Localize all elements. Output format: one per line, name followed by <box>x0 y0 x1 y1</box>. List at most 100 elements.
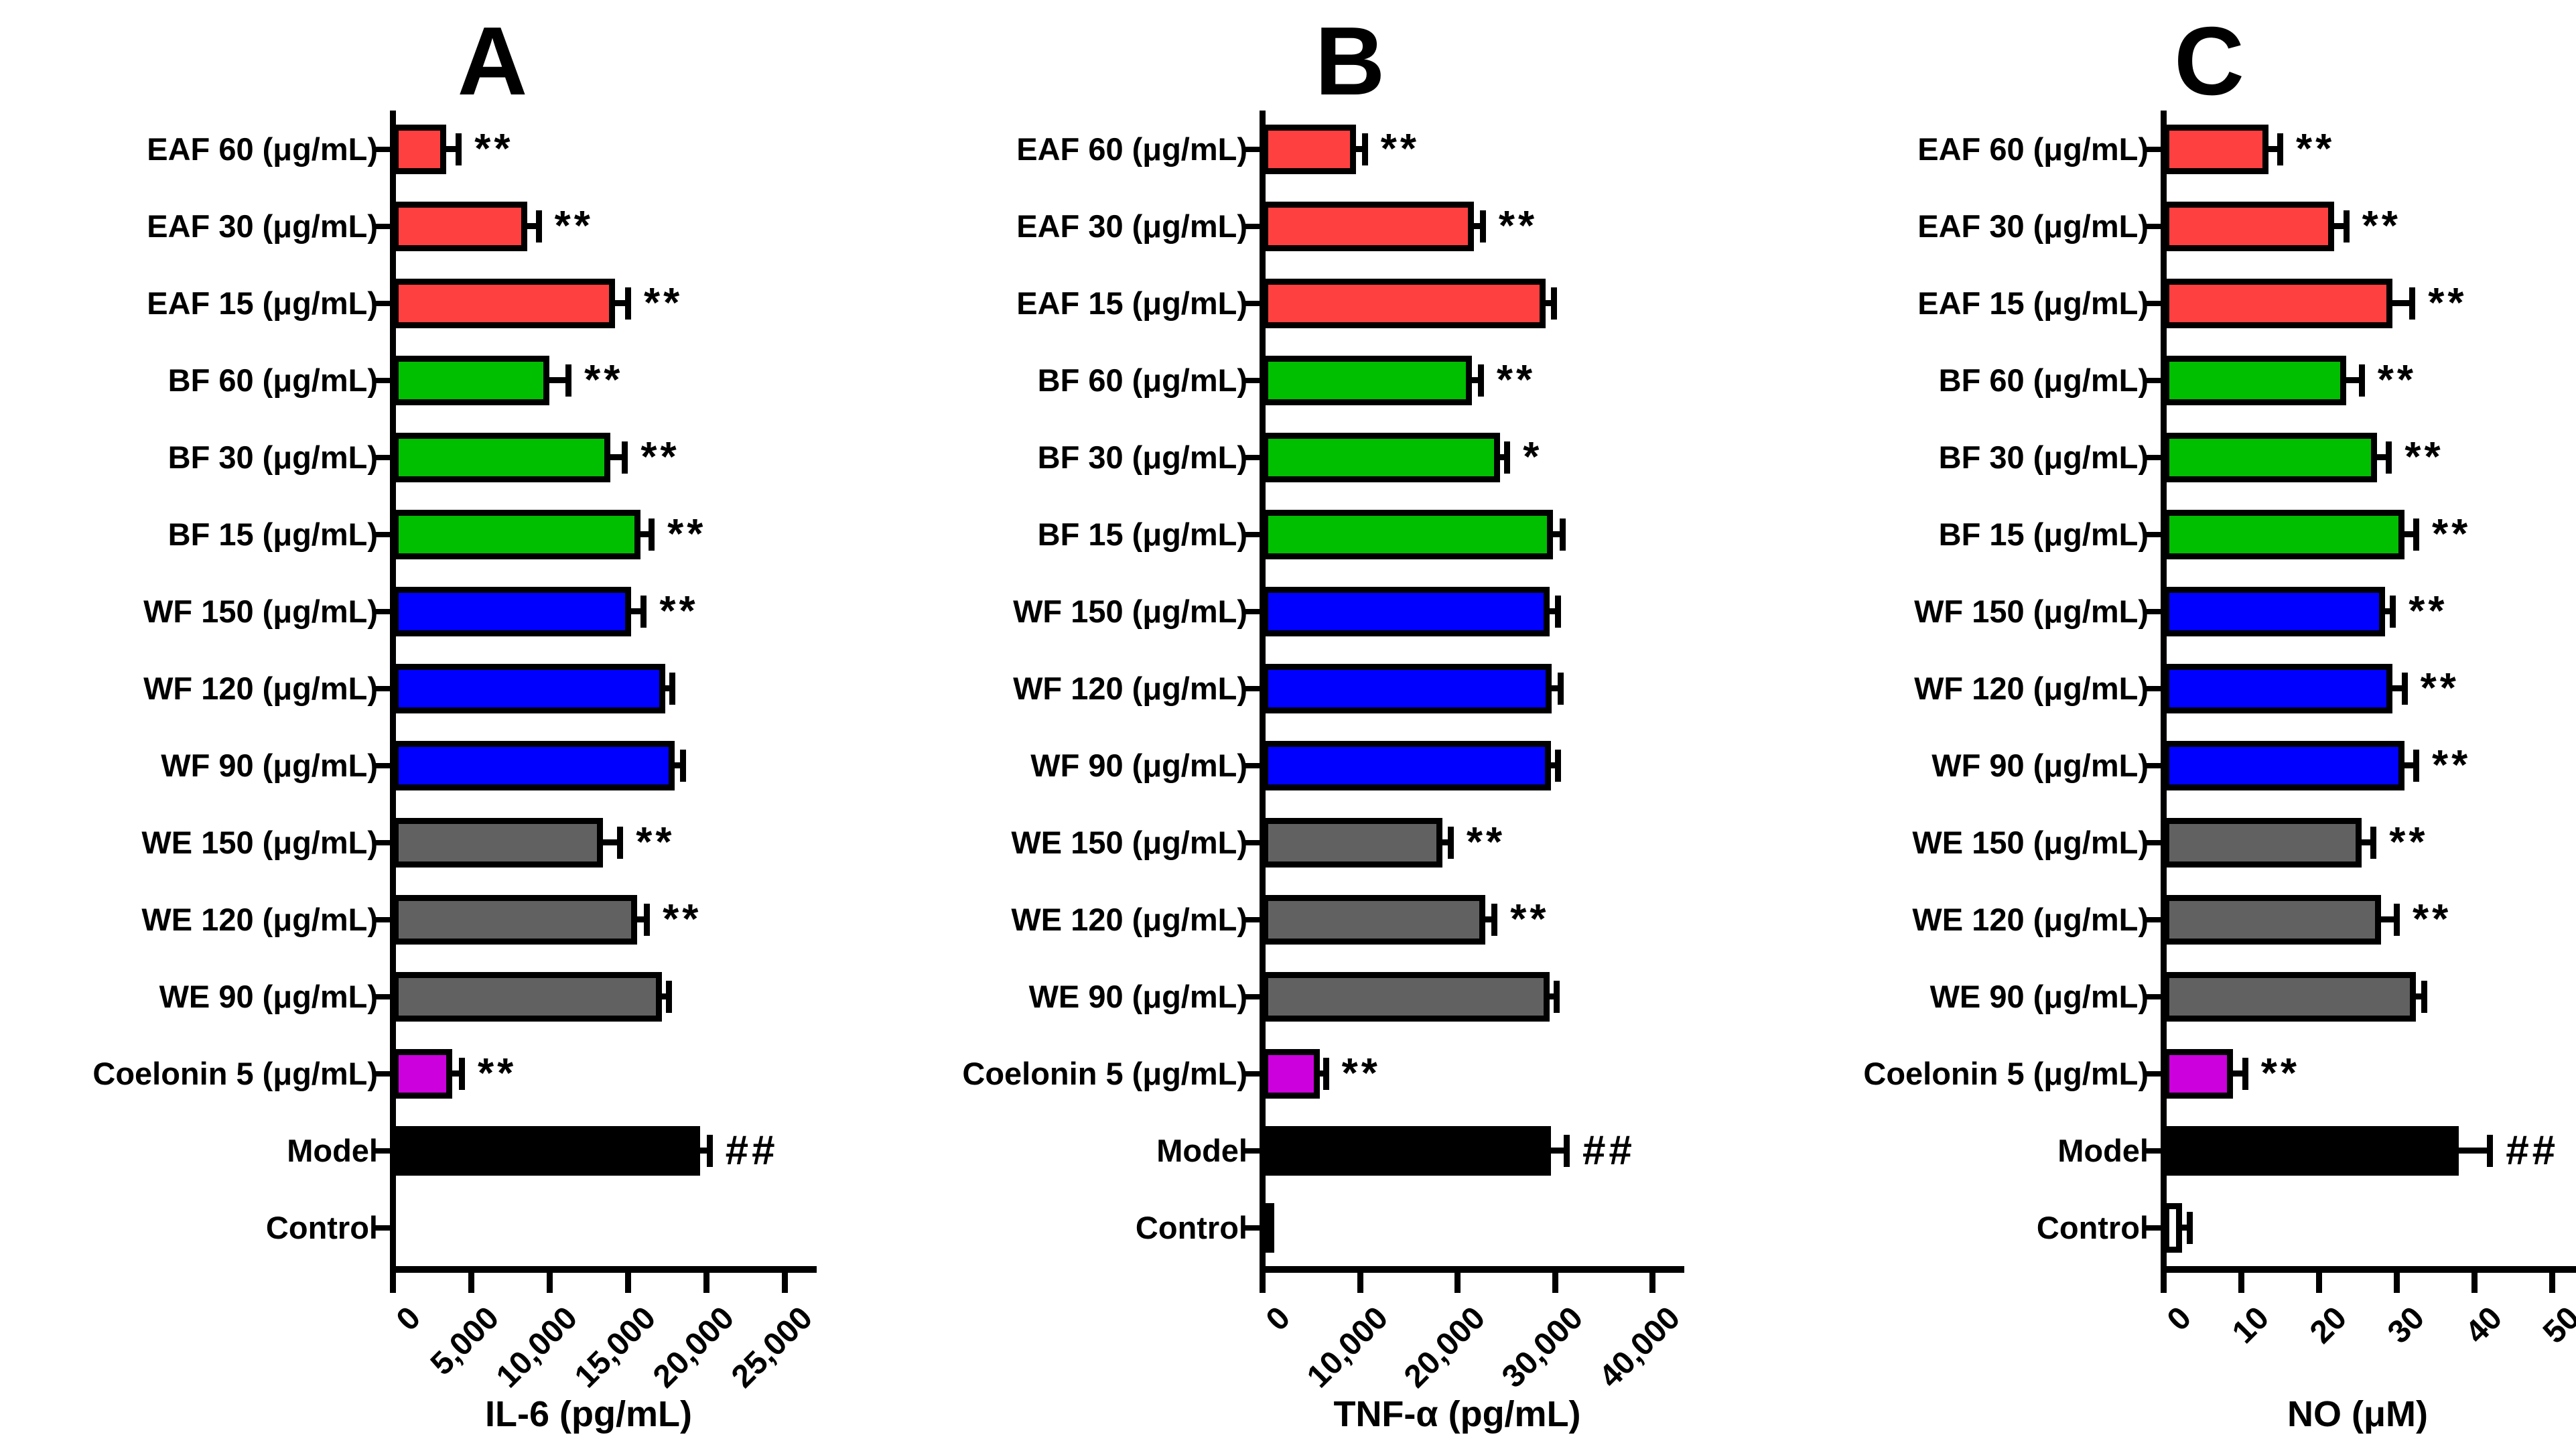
error-bar-stem <box>2380 916 2396 922</box>
error-bar-stem <box>549 377 569 383</box>
significance-label: ## <box>725 1127 778 1174</box>
bar-coelonin-A <box>393 1048 452 1099</box>
significance-label: ** <box>2409 588 2448 634</box>
significance-label: ** <box>1466 819 1506 866</box>
category-tick <box>375 377 393 383</box>
bar-coelonin-C <box>2163 1048 2234 1099</box>
category-label: WF 90 (μg/mL) <box>161 748 378 783</box>
error-bar-stem <box>1473 223 1483 229</box>
error-bar-cap <box>2401 672 2408 705</box>
category-tick <box>375 223 393 229</box>
x-axis-tick <box>2549 1273 2555 1293</box>
category-label: BF 30 (μg/mL) <box>1037 439 1247 475</box>
panel-A: A EAF 60 (μg/mL) ** EAF 30 (μg/mL) ** EAF 15… <box>0 0 858 1453</box>
bar-model-B <box>1262 1125 1551 1176</box>
category-tick <box>1245 146 1262 152</box>
error-bar-stem <box>665 685 672 691</box>
category-label: EAF 60 (μg/mL) <box>1917 131 2149 167</box>
error-bar-cap <box>665 980 672 1013</box>
category-tick <box>2146 839 2163 845</box>
category-tick <box>2146 1225 2163 1231</box>
category-label: WE 150 (μg/mL) <box>1912 825 2149 860</box>
category-label: Control <box>265 1210 378 1245</box>
error-bar-stem <box>662 993 669 999</box>
error-bar-cap <box>2386 441 2392 474</box>
error-bar-stem <box>527 223 539 229</box>
bar-bf-A <box>393 509 640 559</box>
category-label: Model <box>1156 1133 1247 1168</box>
category-label: WF 90 (μg/mL) <box>1030 748 1247 783</box>
significance-label: * <box>1523 434 1543 480</box>
bar-bf-C <box>2163 509 2404 559</box>
significance-label: ** <box>659 588 699 634</box>
category-tick <box>375 685 393 691</box>
error-bar-stem <box>2392 685 2404 691</box>
x-axis-tick <box>547 1273 553 1293</box>
significance-label: ** <box>667 511 707 557</box>
category-label: BF 15 (μg/mL) <box>167 516 378 552</box>
error-bar-cap <box>1477 364 1484 397</box>
bar-wf-A <box>393 740 675 790</box>
error-bar-stem <box>2416 993 2424 999</box>
category-tick <box>2146 223 2163 229</box>
category-label: Coelonin 5 (μg/mL) <box>1863 1056 2149 1091</box>
bar-we-A <box>393 894 638 945</box>
category-tick <box>375 1148 393 1154</box>
significance-label: ** <box>584 357 624 403</box>
error-bar-cap <box>1491 903 1498 936</box>
bar-wf-C <box>2163 663 2393 713</box>
x-axis-tick <box>1357 1273 1363 1293</box>
error-bar-cap <box>2421 980 2427 1013</box>
panel-C: C EAF 60 (μg/mL) ** EAF 30 (μg/mL) ** EAF 15… <box>1715 0 2576 1453</box>
significance-label: ** <box>1341 1050 1381 1097</box>
category-label: WE 150 (μg/mL) <box>141 825 378 860</box>
error-bar-cap <box>2487 1134 2494 1167</box>
category-tick <box>1245 531 1262 537</box>
error-bar-stem <box>1500 454 1507 460</box>
error-bar-stem <box>1355 146 1365 152</box>
category-label: WE 120 (μg/mL) <box>1011 902 1247 937</box>
panel-title-A: A <box>457 7 528 115</box>
category-tick <box>375 1070 393 1077</box>
significance-label: ** <box>640 434 680 480</box>
error-bar-stem <box>2377 454 2389 460</box>
category-label: WE 120 (μg/mL) <box>141 902 378 937</box>
error-bar-cap <box>1554 980 1560 1013</box>
bar-control-C <box>2163 1202 2182 1253</box>
error-bar-cap <box>2413 518 2419 551</box>
category-label: WE 120 (μg/mL) <box>1912 902 2149 937</box>
significance-label: ** <box>1498 203 1538 249</box>
category-tick <box>375 1225 393 1231</box>
error-bar-cap <box>1551 287 1558 320</box>
error-bar-stem <box>2233 1070 2245 1077</box>
category-tick <box>375 839 393 845</box>
category-label: Coelonin 5 (μg/mL) <box>962 1056 1247 1091</box>
category-label: WE 90 (μg/mL) <box>1028 979 1247 1014</box>
bar-we-A <box>393 971 663 1022</box>
category-label: WF 120 (μg/mL) <box>1914 671 2149 706</box>
category-label: Control <box>1135 1210 1247 1245</box>
error-bar-cap <box>644 903 651 936</box>
error-bar-stem <box>2404 762 2416 768</box>
x-axis-title: IL-6 (pg/mL) <box>485 1394 692 1434</box>
error-bar-cap <box>2413 749 2419 782</box>
category-label: WF 150 (μg/mL) <box>143 594 378 629</box>
bar-wf-A <box>393 586 631 636</box>
significance-label: ** <box>663 896 702 943</box>
error-bar-stem <box>2404 531 2416 537</box>
error-bar-stem <box>610 454 625 460</box>
category-label: Control <box>2036 1210 2149 1245</box>
error-bar-cap <box>1479 210 1486 243</box>
error-bar-cap <box>458 1057 465 1090</box>
error-bar-cap <box>456 133 462 165</box>
x-axis-tick <box>625 1273 631 1293</box>
bar-eaf-C <box>2163 124 2268 174</box>
significance-label: ** <box>477 1050 517 1097</box>
significance-label: ## <box>2506 1127 2559 1174</box>
bar-eaf-B <box>1262 278 1546 328</box>
error-bar-cap <box>2394 903 2400 936</box>
error-bar-cap <box>625 287 631 320</box>
category-label: BF 60 (μg/mL) <box>167 362 378 398</box>
significance-label: ** <box>2296 126 2335 172</box>
error-bar-stem <box>1550 993 1557 999</box>
